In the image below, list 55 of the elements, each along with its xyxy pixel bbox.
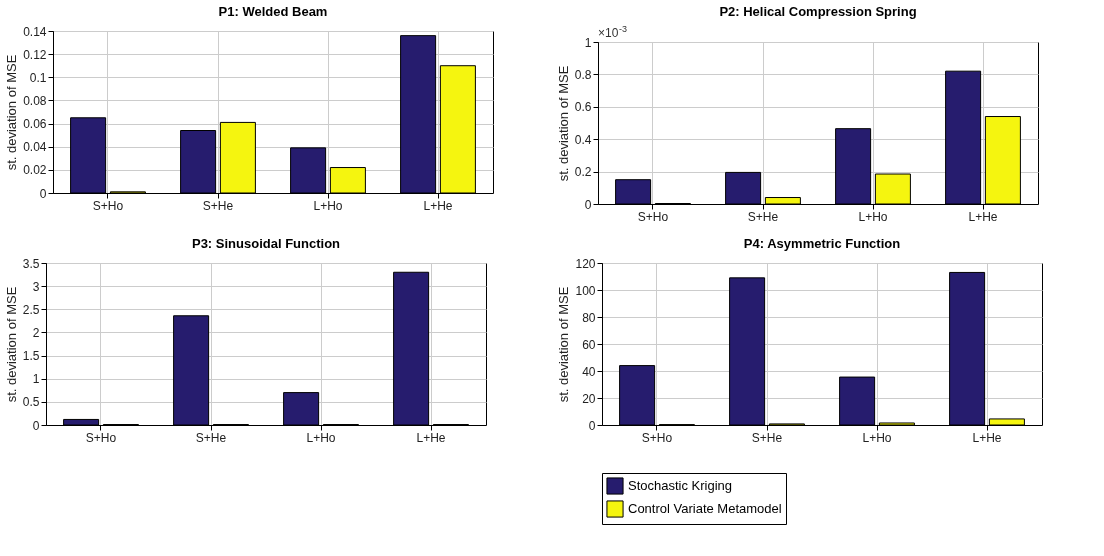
legend-label: Stochastic Kriging — [628, 478, 733, 493]
x-tick-label: S+Ho — [641, 430, 673, 445]
y-tick-label: 0.06 — [23, 117, 47, 132]
x-tick-label: L+He — [416, 430, 446, 445]
y-tick-label: 2 — [32, 325, 40, 340]
y-axis-title: st. deviation of MSE — [556, 286, 572, 403]
x-tick-label: L+He — [423, 198, 453, 213]
y-tick-label: 3 — [32, 279, 40, 294]
y-tick-label: 60 — [582, 337, 596, 352]
x-tick-label: S+Ho — [85, 430, 117, 445]
y-tick-label: 40 — [582, 364, 596, 379]
x-tick-label: L+Ho — [306, 430, 336, 445]
x-tick-label: L+He — [972, 430, 1002, 445]
y-tick-label: 120 — [575, 256, 596, 271]
y-tick-label: 0.2 — [574, 165, 592, 180]
y-tick-label: 0.02 — [23, 163, 47, 178]
y-tick-label: 0.5 — [22, 395, 40, 410]
y-axis-title: st. deviation of MSE — [555, 65, 571, 182]
chart-title: P4: Asymmetric Function — [743, 236, 901, 251]
y-tick-label: 100 — [575, 283, 596, 298]
y-tick-label: 0 — [588, 418, 596, 433]
y-tick-label: 0 — [32, 418, 40, 433]
y-tick-label: 0.1 — [29, 70, 47, 85]
x-tick-label: L+He — [968, 209, 998, 224]
y-tick-label: 0.8 — [574, 67, 592, 82]
y-tick-label: 0.08 — [23, 93, 47, 108]
y-tick-label: 0 — [39, 186, 47, 201]
x-tick-label: S+He — [751, 430, 783, 445]
x-tick-label: S+He — [202, 198, 234, 213]
x-tick-label: L+Ho — [858, 209, 888, 224]
y-tick-label: 1 — [32, 372, 40, 387]
chart-title: P3: Sinusoidal Function — [191, 236, 341, 251]
chart-title: P1: Welded Beam — [218, 4, 328, 19]
x-tick-label: S+Ho — [637, 209, 669, 224]
y-tick-label: 0.04 — [23, 140, 47, 155]
y-tick-label: 20 — [582, 391, 596, 406]
y-tick-label: 1.5 — [22, 349, 40, 364]
y-tick-label: 0 — [584, 197, 592, 212]
y-axis-title: st. deviation of MSE — [4, 54, 20, 171]
x-tick-label: L+Ho — [313, 198, 343, 213]
y-tick-label: 0.14 — [23, 24, 47, 39]
x-tick-label: S+He — [195, 430, 227, 445]
y-tick-label: 1 — [584, 35, 592, 50]
y-tick-label: 3.5 — [22, 256, 40, 271]
y-tick-label: 0.12 — [23, 47, 47, 62]
x-tick-label: S+He — [747, 209, 779, 224]
y-axis-title: st. deviation of MSE — [3, 286, 19, 403]
chart-title: P2: Helical Compression Spring — [719, 4, 917, 19]
legend-label: Control Variate Metamodel — [628, 501, 782, 516]
x-tick-label: S+Ho — [92, 198, 124, 213]
x-tick-label: L+Ho — [862, 430, 892, 445]
y-tick-label: 80 — [582, 310, 596, 325]
y-tick-label: 2.5 — [22, 302, 40, 317]
y-tick-label: 0.4 — [574, 132, 592, 147]
y-tick-label: 0.6 — [574, 100, 592, 115]
